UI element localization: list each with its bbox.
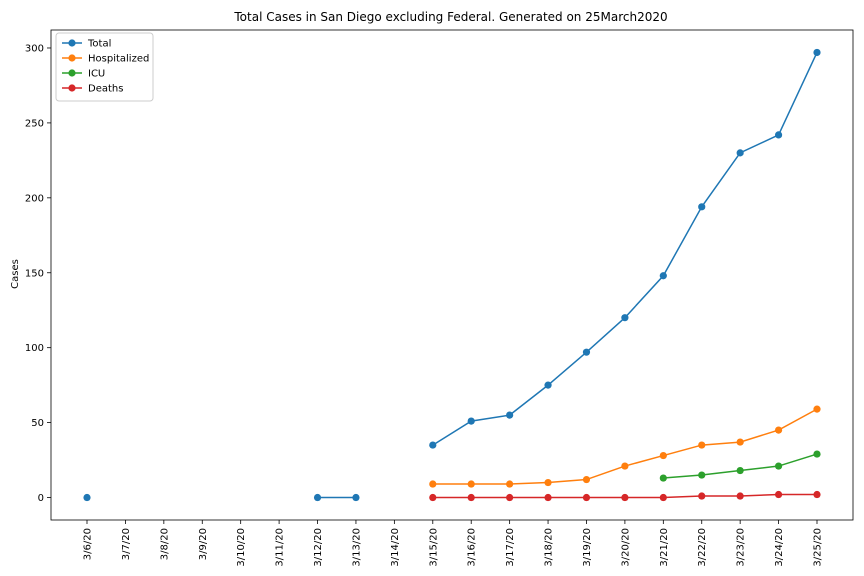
x-tick-label: 3/6/20	[83, 528, 94, 560]
x-axis: 3/6/20 3/7/20 3/8/20 3/9/20 3/10/20 3/11/20 3/…	[83, 520, 824, 567]
x-tick-label: 3/8/20	[159, 528, 170, 560]
point-total	[621, 314, 629, 322]
point-total	[544, 381, 552, 389]
point-hospitalized	[774, 426, 783, 434]
chart-title: Total Cases in San Diego excluding Feder…	[233, 10, 667, 24]
point-deaths	[582, 493, 591, 502]
x-tick-label: 3/21/20	[659, 528, 670, 567]
point-total	[774, 131, 783, 139]
point-icu	[659, 474, 667, 482]
legend-marker-total	[68, 39, 76, 47]
point-icu	[774, 462, 783, 470]
y-tick-label: 300	[25, 43, 44, 54]
point-total	[352, 493, 360, 502]
legend-label-hospitalized: Hospitalized	[88, 54, 149, 65]
point-deaths	[429, 493, 437, 502]
x-tick-label: 3/24/20	[774, 528, 785, 567]
point-hospitalized	[659, 451, 667, 460]
x-tick-label: 3/17/20	[505, 528, 516, 567]
point-total	[429, 441, 437, 449]
point-deaths	[659, 493, 667, 502]
point-total	[506, 411, 514, 419]
x-tick-label: 3/13/20	[351, 528, 362, 567]
point-total	[313, 493, 322, 502]
legend-label-deaths: Deaths	[88, 84, 123, 95]
legend-label-total: Total	[87, 39, 111, 50]
y-tick-label: 250	[25, 118, 44, 129]
point-hospitalized	[429, 480, 437, 488]
y-tick-label: 100	[25, 343, 44, 354]
y-tick-label: 50	[31, 418, 44, 429]
x-tick-label: 3/15/20	[428, 528, 439, 567]
point-deaths	[506, 493, 514, 502]
point-deaths	[467, 493, 475, 502]
x-tick-label: 3/14/20	[390, 528, 401, 567]
legend-marker-hospitalized	[68, 54, 76, 62]
point-deaths	[813, 490, 821, 499]
point-hospitalized	[506, 480, 514, 488]
x-tick-label: 3/10/20	[236, 528, 247, 567]
point-icu	[698, 471, 706, 479]
x-tick-label: 3/25/20	[813, 528, 824, 567]
x-tick-label: 3/23/20	[736, 528, 747, 567]
point-hospitalized	[544, 478, 552, 487]
series-layer	[83, 48, 821, 502]
y-axis-label: Cases	[10, 259, 21, 289]
point-hospitalized	[467, 480, 475, 488]
x-tick-label: 3/20/20	[620, 528, 631, 567]
x-tick-label: 3/12/20	[313, 528, 324, 567]
x-tick-label: 3/7/20	[121, 528, 132, 560]
point-hospitalized	[736, 438, 744, 446]
point-deaths	[621, 493, 629, 502]
point-total	[659, 272, 667, 280]
series-line-hospitalized	[432, 408, 818, 485]
x-tick-label: 3/18/20	[544, 528, 555, 567]
point-icu	[813, 450, 821, 458]
y-tick-label: 0	[38, 493, 44, 504]
point-total	[813, 48, 821, 57]
point-total	[83, 493, 91, 502]
plot-frame	[50, 29, 854, 521]
point-icu	[736, 466, 744, 475]
legend: Total Hospitalized ICU Deaths	[55, 32, 154, 102]
legend-label-icu: ICU	[88, 69, 105, 80]
x-tick-label: 3/16/20	[467, 528, 478, 567]
point-total	[736, 149, 744, 157]
point-hospitalized	[582, 475, 591, 484]
series-line-total	[432, 52, 818, 446]
point-hospitalized	[698, 441, 706, 449]
point-deaths	[698, 492, 706, 500]
y-tick-label: 200	[25, 193, 44, 204]
legend-marker-icu	[68, 69, 76, 77]
x-tick-label: 3/19/20	[582, 528, 593, 567]
point-hospitalized	[621, 462, 629, 470]
legend-marker-deaths	[68, 84, 76, 92]
legend-box	[55, 32, 154, 102]
y-axis: 0 50 100 150 200 250 300	[25, 43, 51, 504]
point-total	[467, 417, 475, 425]
series-line-icu	[663, 453, 818, 479]
x-tick-label: 3/11/20	[275, 528, 286, 567]
y-tick-label: 150	[25, 268, 44, 279]
x-tick-label: 3/9/20	[198, 528, 209, 560]
point-total	[698, 203, 706, 211]
point-hospitalized	[813, 405, 821, 413]
point-deaths	[736, 492, 744, 500]
x-tick-label: 3/22/20	[697, 528, 708, 567]
point-deaths	[774, 490, 783, 499]
point-deaths	[544, 493, 552, 502]
point-total	[582, 348, 591, 356]
